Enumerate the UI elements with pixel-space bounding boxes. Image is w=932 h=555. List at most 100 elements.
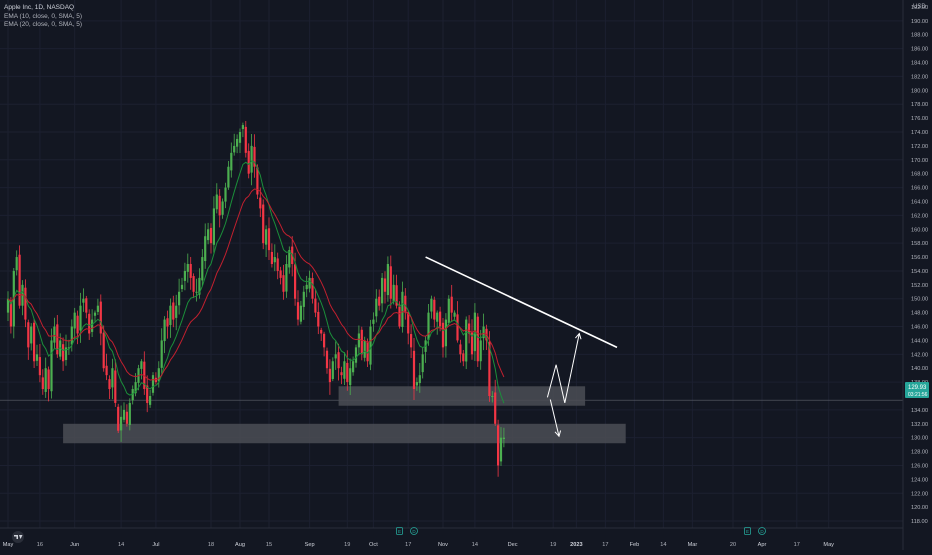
currency-label: USD: [913, 4, 926, 10]
candle-body: [227, 167, 229, 188]
candle-body: [233, 146, 235, 153]
time-tick-label: 15: [266, 542, 272, 548]
time-tick-label: 16: [37, 542, 43, 548]
price-tick-label: 146.00: [911, 325, 928, 331]
candle-body: [175, 306, 177, 318]
candle-body: [207, 229, 209, 240]
price-tick-label: 182.00: [911, 74, 928, 80]
candle-body: [422, 354, 424, 372]
candle-body: [94, 313, 96, 316]
time-tick-label: Feb: [630, 542, 640, 548]
candle-body: [152, 375, 154, 393]
candle-body: [262, 205, 264, 244]
legend-ema10[interactable]: EMA (10, close, 0, SMA, 5): [4, 13, 82, 22]
candle-body: [248, 151, 250, 174]
price-tick-label: 118.00: [911, 519, 928, 525]
candle-body: [369, 327, 371, 365]
candle-body: [24, 288, 26, 320]
candle-body: [77, 316, 79, 334]
price-tick-label: 162.00: [911, 213, 928, 219]
candle-body: [103, 333, 105, 368]
candle-body: [88, 314, 90, 334]
candle-body: [166, 318, 168, 326]
candle-body: [456, 314, 458, 340]
candle-body: [82, 299, 84, 303]
candle-body: [97, 306, 99, 312]
candle-body: [503, 438, 505, 439]
candle-body: [384, 278, 386, 291]
price-tick-label: 154.00: [911, 269, 928, 275]
candle-body: [297, 302, 299, 319]
candle-body: [332, 361, 334, 379]
candle-body: [39, 357, 41, 375]
candle-body: [114, 370, 116, 402]
price-tick-label: 152.00: [911, 283, 928, 289]
candle-body: [236, 139, 238, 147]
price-tick-label: 122.00: [911, 491, 928, 497]
price-tick-label: 172.00: [911, 144, 928, 150]
price-tick-label: 126.00: [911, 463, 928, 469]
last-price-countdown: 03:21:56: [908, 392, 928, 398]
price-tick-label: 148.00: [911, 311, 928, 317]
legend-ema20[interactable]: EMA (20, close, 0, SMA, 5): [4, 21, 82, 30]
candle-body: [204, 236, 206, 261]
candle-body: [372, 320, 374, 324]
candle-body: [497, 425, 499, 465]
candle-body: [222, 201, 224, 214]
candle-body: [462, 353, 464, 361]
candle-body: [201, 257, 203, 280]
candle-body: [306, 285, 308, 289]
time-tick-label: 19: [344, 542, 350, 548]
candle-body: [71, 327, 73, 345]
candle-body: [465, 320, 467, 362]
candle-body: [100, 302, 102, 334]
legend-symbol[interactable]: Apple Inc, 1D, NASDAQ: [4, 4, 82, 13]
candle-body: [48, 369, 50, 389]
candle-body: [169, 306, 171, 325]
candle-body: [268, 228, 270, 250]
candle-body: [245, 127, 247, 153]
candle-body: [480, 340, 482, 361]
support-zone[interactable]: [63, 424, 626, 443]
candle-body: [413, 351, 415, 389]
candle-body: [416, 382, 418, 385]
price-tick-label: 140.00: [911, 366, 928, 372]
candle-body: [251, 146, 253, 173]
time-tick-label: Jun: [70, 542, 79, 548]
candle-body: [393, 285, 395, 301]
candle-body: [265, 229, 267, 244]
candle-body: [190, 264, 192, 278]
logo-tv[interactable]: [12, 531, 24, 543]
candle-body: [300, 306, 302, 322]
candle-body: [320, 330, 322, 334]
price-tick-label: 170.00: [911, 158, 928, 164]
candle-body: [271, 252, 273, 264]
price-tick-label: 164.00: [911, 199, 928, 205]
candle-body: [149, 396, 151, 405]
price-tick-label: 188.00: [911, 33, 928, 39]
candle-body: [10, 302, 12, 327]
candle-body: [277, 258, 279, 271]
candle-body: [126, 412, 128, 424]
time-tick-label: Apr: [758, 542, 767, 548]
candle-body: [459, 344, 461, 354]
time-tick-label: Aug: [235, 542, 245, 548]
time-tick-label: 14: [660, 542, 666, 548]
candle-body: [294, 264, 296, 298]
candle-body: [79, 306, 81, 331]
candle-body: [500, 438, 502, 462]
candle-body: [427, 313, 429, 340]
time-tick-label: 14: [118, 542, 124, 548]
candle-body: [390, 266, 392, 298]
candle-body: [358, 333, 360, 347]
candle-body: [27, 322, 29, 347]
candle-body: [62, 344, 64, 361]
candle-body: [193, 276, 195, 292]
candle-body: [30, 327, 32, 344]
price-tick-label: 124.00: [911, 477, 928, 483]
candle-body: [317, 312, 319, 327]
candle-body: [42, 377, 44, 389]
